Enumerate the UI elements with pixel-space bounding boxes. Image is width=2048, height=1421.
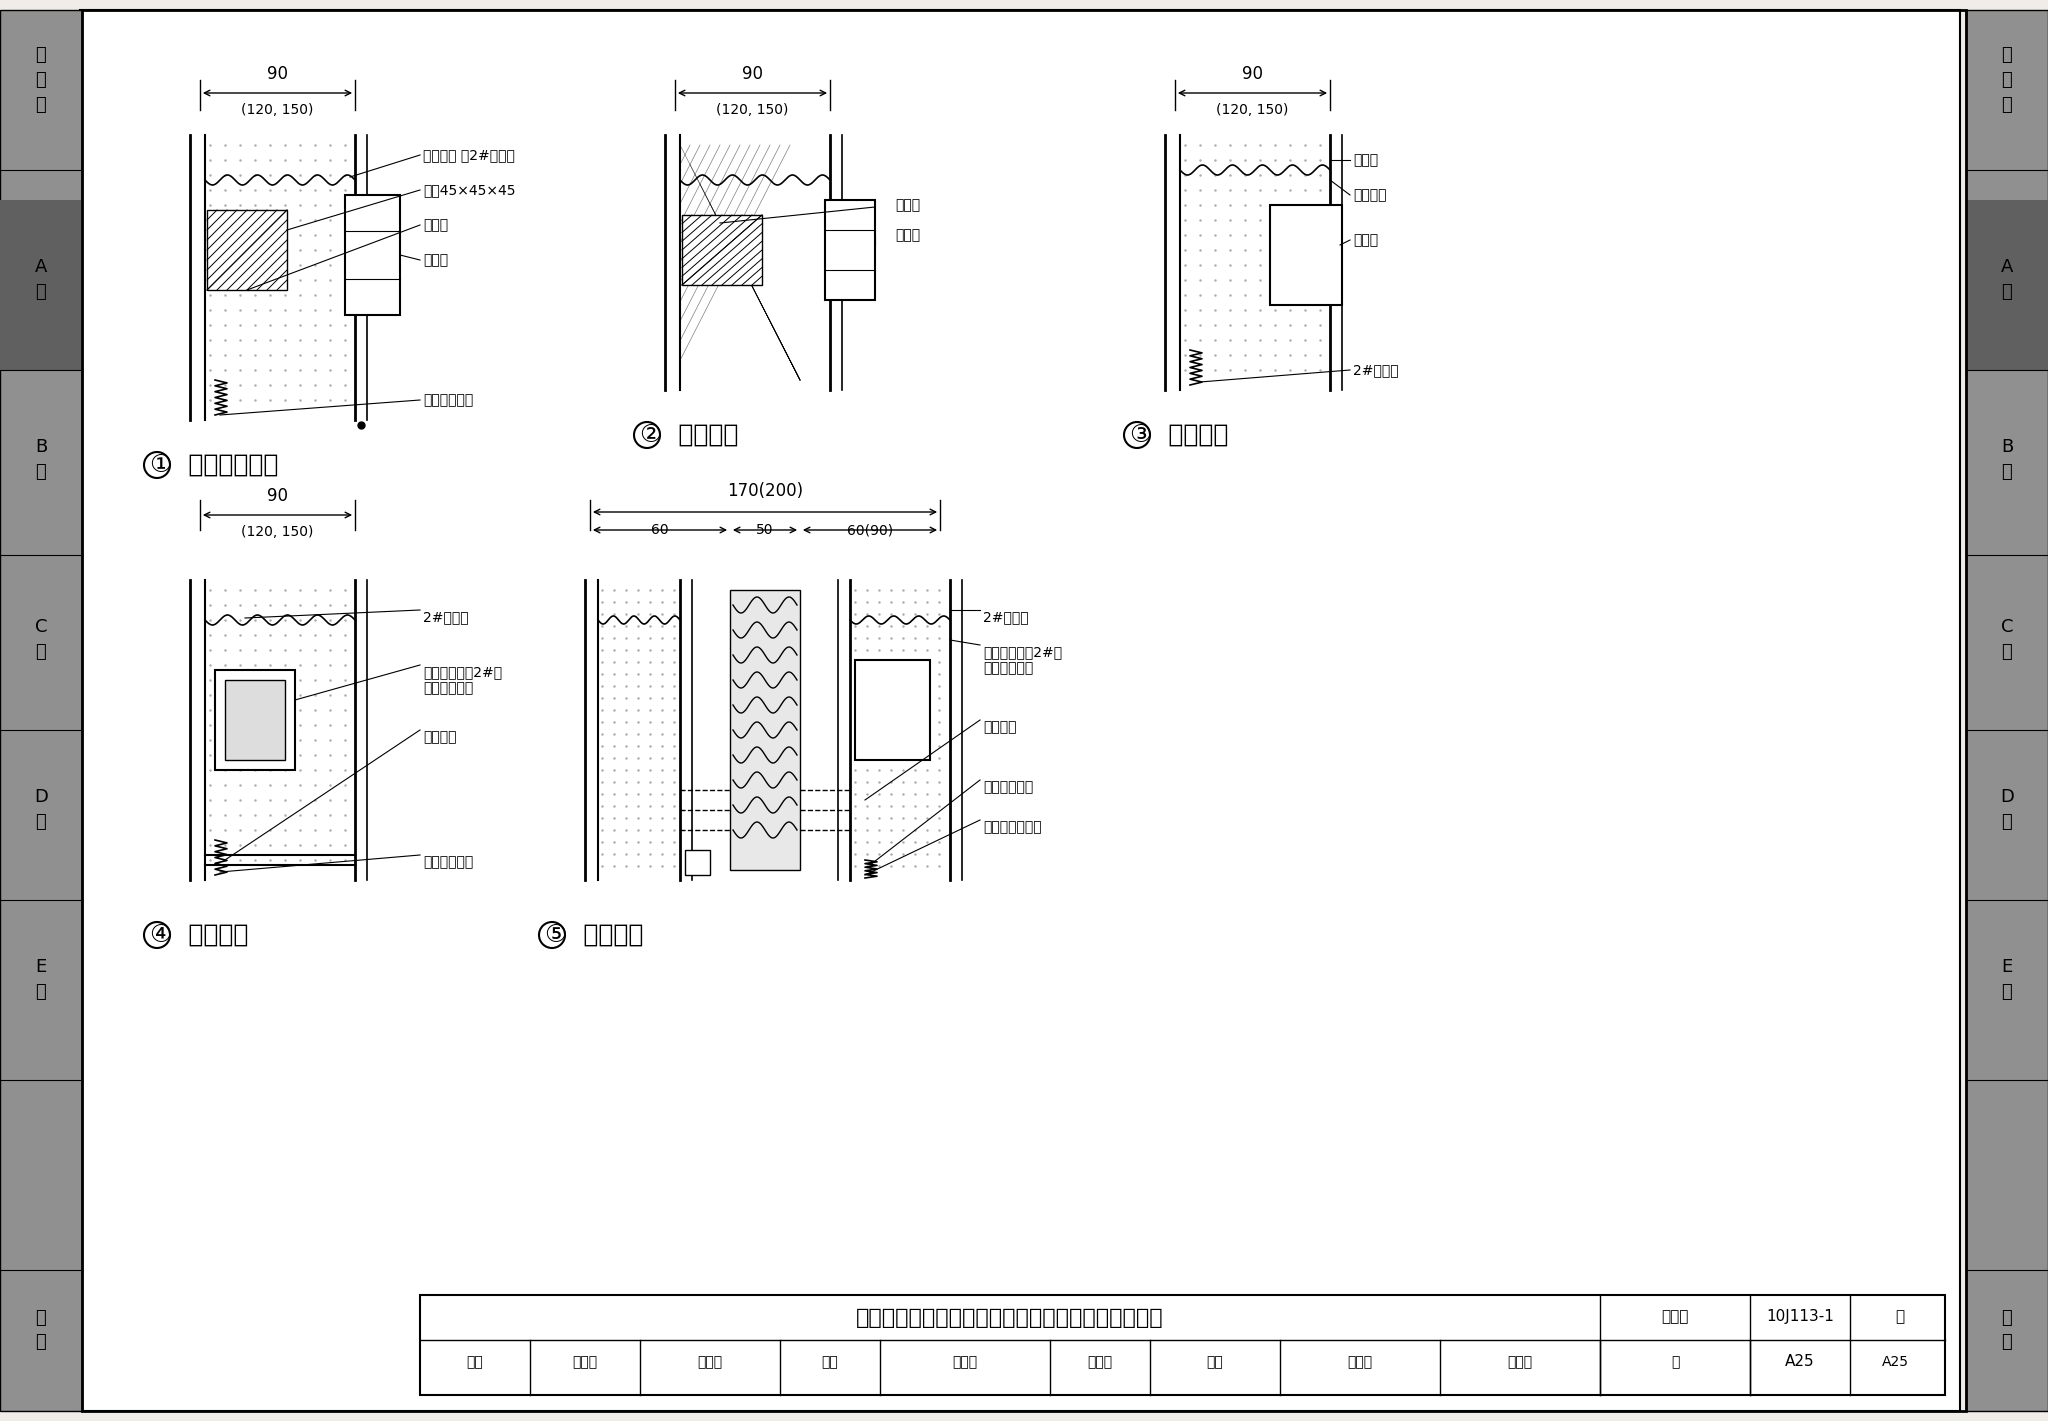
Text: 张兰英: 张兰英 — [952, 1356, 977, 1368]
Text: ①  明线拉线开关: ① 明线拉线开关 — [150, 453, 279, 477]
Text: ④  暗线插座: ④ 暗线插座 — [150, 924, 248, 946]
Bar — [729, 590, 801, 870]
Text: E
型: E 型 — [35, 959, 47, 1002]
Text: A25: A25 — [1786, 1354, 1815, 1370]
Text: ⑤  暗线插座: ⑤ 暗线插座 — [545, 924, 643, 946]
Text: 木垫块: 木垫块 — [895, 198, 920, 212]
Bar — [215, 669, 295, 770]
Text: 木块45×45×45: 木块45×45×45 — [424, 183, 516, 198]
Text: 2#粘结剂: 2#粘结剂 — [424, 610, 469, 624]
Text: 页: 页 — [1671, 1356, 1679, 1368]
Text: 90: 90 — [266, 65, 289, 82]
Text: 杨小东: 杨小东 — [1507, 1356, 1532, 1368]
Bar — [684, 850, 711, 875]
Text: 60: 60 — [651, 523, 670, 537]
Text: (120, 150): (120, 150) — [242, 524, 313, 539]
Text: 50: 50 — [756, 523, 774, 537]
Text: 90: 90 — [741, 65, 764, 82]
Text: 电线暗管: 电线暗管 — [983, 720, 1016, 735]
Text: B
型: B 型 — [2001, 439, 2013, 482]
Text: (120, 150): (120, 150) — [717, 102, 788, 117]
Text: 佑玖玖: 佑玖玖 — [1087, 1356, 1112, 1368]
Text: 90: 90 — [266, 487, 289, 504]
Text: 170(200): 170(200) — [727, 482, 803, 500]
Text: 10J113-1: 10J113-1 — [1765, 1310, 1833, 1324]
Text: B
型: B 型 — [35, 439, 47, 482]
Text: A25: A25 — [1882, 1356, 1909, 1368]
Text: 图集号: 图集号 — [1661, 1310, 1690, 1324]
Text: 页: 页 — [1896, 1310, 1905, 1324]
Bar — [1966, 200, 2048, 369]
Bar — [1966, 10, 2048, 1411]
Bar — [854, 659, 930, 760]
Bar — [0, 10, 82, 1411]
Bar — [0, 200, 82, 369]
Bar — [825, 200, 874, 300]
Text: ③  暗线开关: ③ 暗线开关 — [1130, 423, 1229, 448]
Text: (120, 150): (120, 150) — [242, 102, 313, 117]
Text: (120, 150): (120, 150) — [1217, 102, 1288, 117]
Text: 高宝林: 高宝林 — [698, 1356, 723, 1368]
Text: 水泥、石膏条板: 水泥、石膏条板 — [983, 820, 1042, 834]
Text: 2#粘结剂: 2#粘结剂 — [983, 610, 1028, 624]
Text: 高宝林: 高宝林 — [573, 1356, 598, 1368]
Text: 开关盒: 开关盒 — [424, 253, 449, 267]
Text: 90: 90 — [1241, 65, 1264, 82]
Text: 附
录: 附 录 — [2001, 1309, 2013, 1351]
Text: 插座盒: 插座盒 — [895, 227, 920, 242]
Text: 设计: 设计 — [1206, 1356, 1223, 1368]
Text: C
型: C 型 — [35, 618, 47, 662]
Text: 软质材料堵孔: 软质材料堵孔 — [424, 855, 473, 870]
Text: 软质材料堵孔: 软质材料堵孔 — [424, 394, 473, 406]
Text: D
型: D 型 — [2001, 789, 2013, 831]
Text: 电线管: 电线管 — [1354, 153, 1378, 168]
Bar — [1270, 205, 1341, 306]
Text: 附
录: 附 录 — [35, 1309, 47, 1351]
Bar — [207, 210, 287, 290]
Text: 审核: 审核 — [467, 1356, 483, 1368]
Bar — [225, 681, 285, 760]
Bar — [344, 195, 399, 315]
Text: 总
说
明: 总 说 明 — [35, 45, 47, 114]
Text: 总
说
明: 总 说 明 — [2001, 45, 2013, 114]
Text: A
型: A 型 — [2001, 259, 2013, 301]
Text: E
型: E 型 — [2001, 959, 2013, 1002]
Text: 软质材料堵孔: 软质材料堵孔 — [983, 780, 1034, 794]
Text: 条板开孔，用2#粘
结剂埋电气盒: 条板开孔，用2#粘 结剂埋电气盒 — [983, 645, 1063, 675]
Text: ②  明线插座: ② 明线插座 — [639, 423, 739, 448]
Bar — [682, 215, 762, 286]
Text: C
型: C 型 — [2001, 618, 2013, 662]
Text: 木垫块: 木垫块 — [424, 217, 449, 232]
Text: 电线暗管: 电线暗管 — [424, 730, 457, 745]
Text: 校对: 校对 — [821, 1356, 838, 1368]
Text: 条板开孔: 条板开孔 — [1354, 188, 1386, 202]
Text: 轻混凝土、水泥、石膏条板电气开关、插座安装节点: 轻混凝土、水泥、石膏条板电气开关、插座安装节点 — [856, 1307, 1163, 1327]
Bar — [420, 1295, 1946, 1395]
Text: 60(90): 60(90) — [848, 523, 893, 537]
Text: 开关盒: 开关盒 — [1354, 233, 1378, 247]
Text: A
型: A 型 — [35, 259, 47, 301]
Text: 条板开孔 用2#粘结剂: 条板开孔 用2#粘结剂 — [424, 148, 514, 162]
Text: 条板开孔，用2#粘
结剂埋电气盒: 条板开孔，用2#粘 结剂埋电气盒 — [424, 665, 502, 695]
Text: D
型: D 型 — [35, 789, 47, 831]
Text: 杨小东: 杨小东 — [1348, 1356, 1372, 1368]
Text: 2#粘结剂: 2#粘结剂 — [1354, 362, 1399, 377]
